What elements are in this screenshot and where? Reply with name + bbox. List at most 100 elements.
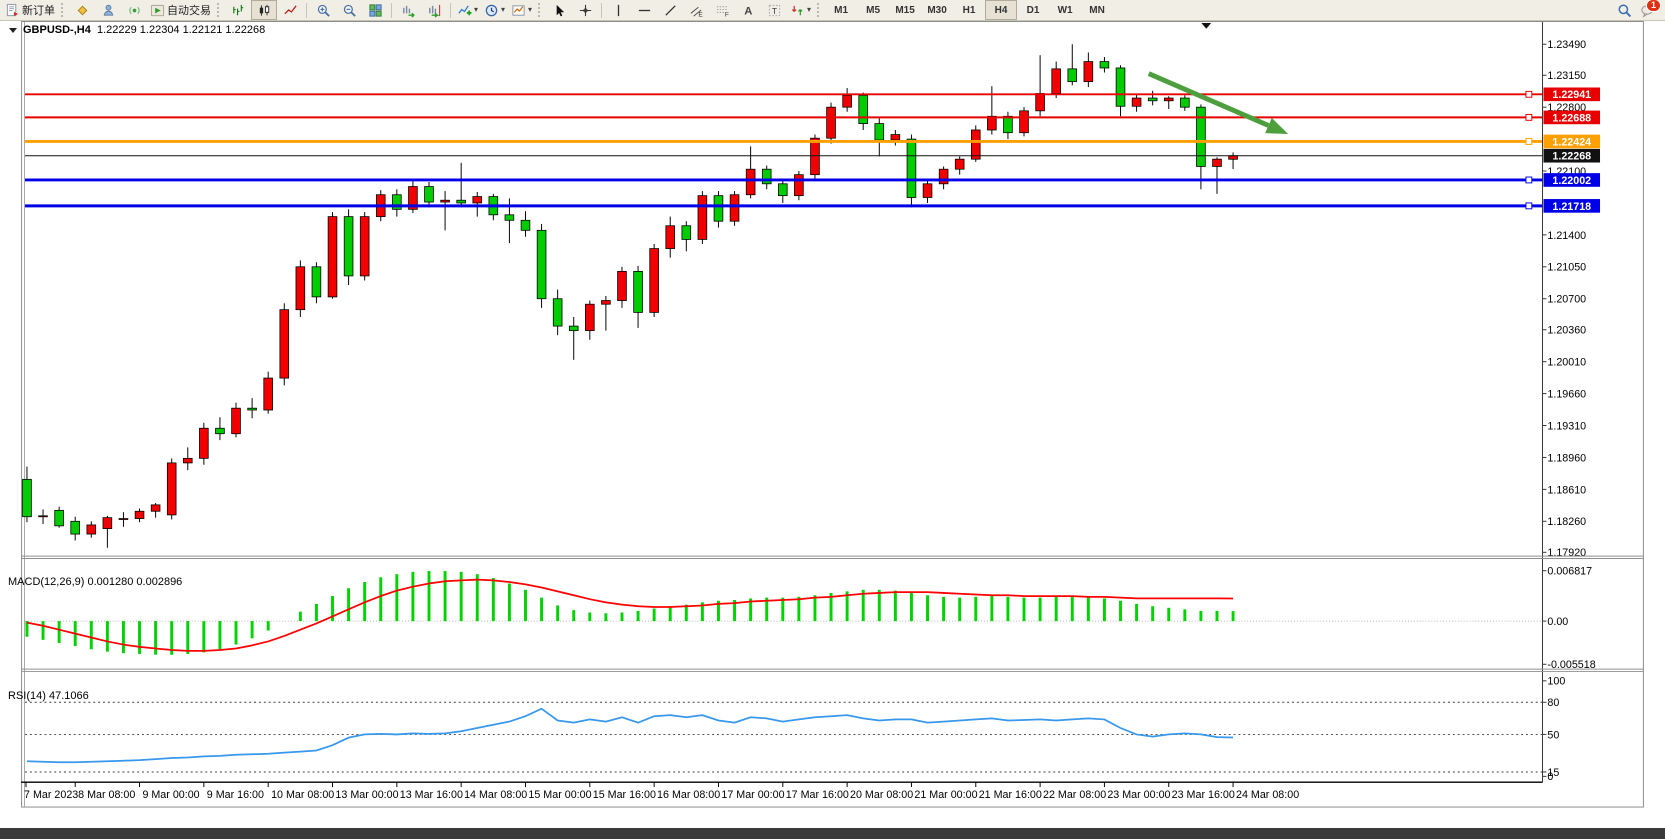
line-chart-icon (283, 4, 297, 14)
timeframe-m30-button[interactable]: M30 (927, 4, 947, 16)
price-tick-label: 1.20010 (1547, 357, 1586, 369)
price-tick-label: 1.18610 (1547, 484, 1586, 496)
candle-bearish (520, 219, 531, 231)
fibonacci-tool-button[interactable]: F (709, 0, 735, 20)
line-chart-mode-button[interactable] (277, 0, 303, 20)
timeframe-m15-button[interactable]: M15 (895, 4, 915, 16)
candle-bearish (504, 214, 515, 221)
candle-bullish (1019, 110, 1029, 134)
candle-bearish (906, 138, 917, 198)
candle-bullish (1212, 158, 1222, 167)
timeframe-h1-button[interactable]: H1 (962, 4, 976, 16)
timeframe-mn-button[interactable]: MN (1089, 4, 1105, 16)
line-anchor-marker[interactable] (1525, 138, 1533, 145)
new-order-button[interactable]: 新订单 (2, 0, 58, 20)
time-axis[interactable]: 7 Mar 2023 8 Mar 08:00 9 Mar 00:00 9 Mar 16… (21, 781, 1543, 801)
macd-values: 0.001280 0.002896 (87, 576, 183, 588)
price-tick-label: 1.17920 (1547, 547, 1586, 559)
chart-menu-collapse-icon[interactable] (9, 28, 17, 33)
chart-window-frame (21, 21, 1644, 808)
cursor-tool-button[interactable] (546, 0, 572, 20)
chart-shift-button[interactable] (421, 0, 447, 20)
candle-bearish (1147, 97, 1158, 102)
candle-bearish (1196, 106, 1206, 167)
price-tick-label: 1.18260 (1547, 516, 1586, 528)
search-icon[interactable] (1617, 3, 1632, 18)
price-tag-value: 1.22002 (1552, 175, 1591, 187)
main-toolbar: 新订单 自动交易 (0, 0, 1665, 21)
trendline-tool-button[interactable] (657, 0, 683, 20)
toolbar-separator (391, 2, 392, 18)
candle-bullish (890, 134, 901, 141)
candle-bearish (1099, 61, 1110, 69)
candle-bullish (697, 195, 708, 240)
community-button[interactable] (95, 0, 121, 20)
periods-button[interactable]: ▾ (481, 0, 508, 20)
chart-canvas[interactable]: 1.234901.231501.228001.221001.214001.210… (0, 21, 1665, 828)
candle-bullish (1083, 61, 1094, 83)
candle-bullish (359, 216, 370, 277)
horizontal-line-tool-button[interactable] (631, 0, 657, 20)
candle-bullish (86, 524, 97, 535)
text-tool-button[interactable]: A (735, 0, 761, 20)
trend-arrow-annotation[interactable] (1147, 71, 1289, 135)
timeframe-w1-button[interactable]: W1 (1057, 4, 1073, 16)
candle-bullish (134, 510, 145, 519)
candle-bullish (970, 129, 981, 160)
text-label-tool-button[interactable]: T (761, 0, 787, 20)
signals-button[interactable] (121, 0, 147, 20)
price-tick-label: 1.21050 (1547, 262, 1586, 274)
trendline-icon (664, 4, 676, 16)
toolbar-grip (538, 3, 543, 17)
candle-bullish (617, 270, 627, 301)
macd-panel: 0.006817 0.00 -0.005518 (25, 566, 1596, 671)
tile-windows-button[interactable] (362, 0, 388, 20)
candle-bullish (826, 106, 836, 139)
candle-bearish (536, 229, 547, 300)
templates-button[interactable]: ▾ (508, 0, 535, 20)
rsi-panel: 100 80 50 150 (25, 676, 1565, 783)
dropdown-caret-icon: ▾ (528, 5, 533, 14)
vertical-line-tool-button[interactable] (605, 0, 631, 20)
candle-bullish (987, 115, 997, 131)
notifications-button[interactable]: 1 (1640, 0, 1661, 18)
line-anchor-marker[interactable] (1525, 90, 1533, 98)
line-anchor-marker[interactable] (1525, 202, 1533, 210)
line-anchor-marker[interactable] (1525, 176, 1533, 184)
arrows-shapes-button[interactable]: ▾ (787, 0, 814, 20)
chart-template-icon (512, 4, 525, 16)
chart-ohlc-values: 1.22229 1.22304 1.22121 1.22268 (96, 24, 266, 36)
add-indicator-button[interactable]: ▾ (454, 0, 481, 20)
market-watch-button[interactable] (69, 0, 95, 20)
candle-bearish (1067, 68, 1078, 83)
time-tick-label: 10 Mar 08:00 (271, 789, 334, 801)
price-tag-value: 1.22941 (1552, 89, 1591, 101)
fibonacci-icon: F (716, 5, 728, 18)
auto-trading-play-icon (150, 4, 165, 16)
candlestick-mode-button[interactable] (251, 0, 277, 20)
timeframe-h4-button[interactable]: H4 (985, 0, 1018, 20)
line-anchor-marker[interactable] (1525, 113, 1533, 121)
market-watch-icon (77, 5, 87, 15)
auto-scroll-button[interactable] (395, 0, 421, 20)
time-tick-label: 9 Mar 00:00 (142, 789, 199, 801)
timeframe-m5-button[interactable]: M5 (866, 4, 881, 16)
zoom-in-button[interactable] (310, 0, 336, 20)
time-tick-label: 14 Mar 08:00 (464, 789, 527, 801)
timeframe-d1-button[interactable]: D1 (1026, 4, 1040, 16)
candle-bullish (1035, 93, 1045, 112)
time-tick-label: 21 Mar 00:00 (914, 789, 977, 801)
auto-trading-button[interactable]: 自动交易 (147, 0, 214, 20)
timeframe-m1-button[interactable]: M1 (834, 4, 849, 16)
candle-bearish (874, 123, 885, 141)
bar-chart-mode-button[interactable] (225, 0, 251, 20)
candle-bullish (1051, 68, 1061, 94)
candle-bullish (295, 266, 306, 311)
candle-bearish (681, 225, 692, 240)
candle-bullish (938, 168, 949, 185)
crosshair-tool-button[interactable] (572, 0, 598, 20)
text-a-icon: A (744, 5, 752, 17)
zoom-out-button[interactable] (336, 0, 362, 20)
macd-axis-label: 0.00 (1547, 616, 1568, 628)
equidistant-channel-tool-button[interactable]: E (683, 0, 709, 20)
